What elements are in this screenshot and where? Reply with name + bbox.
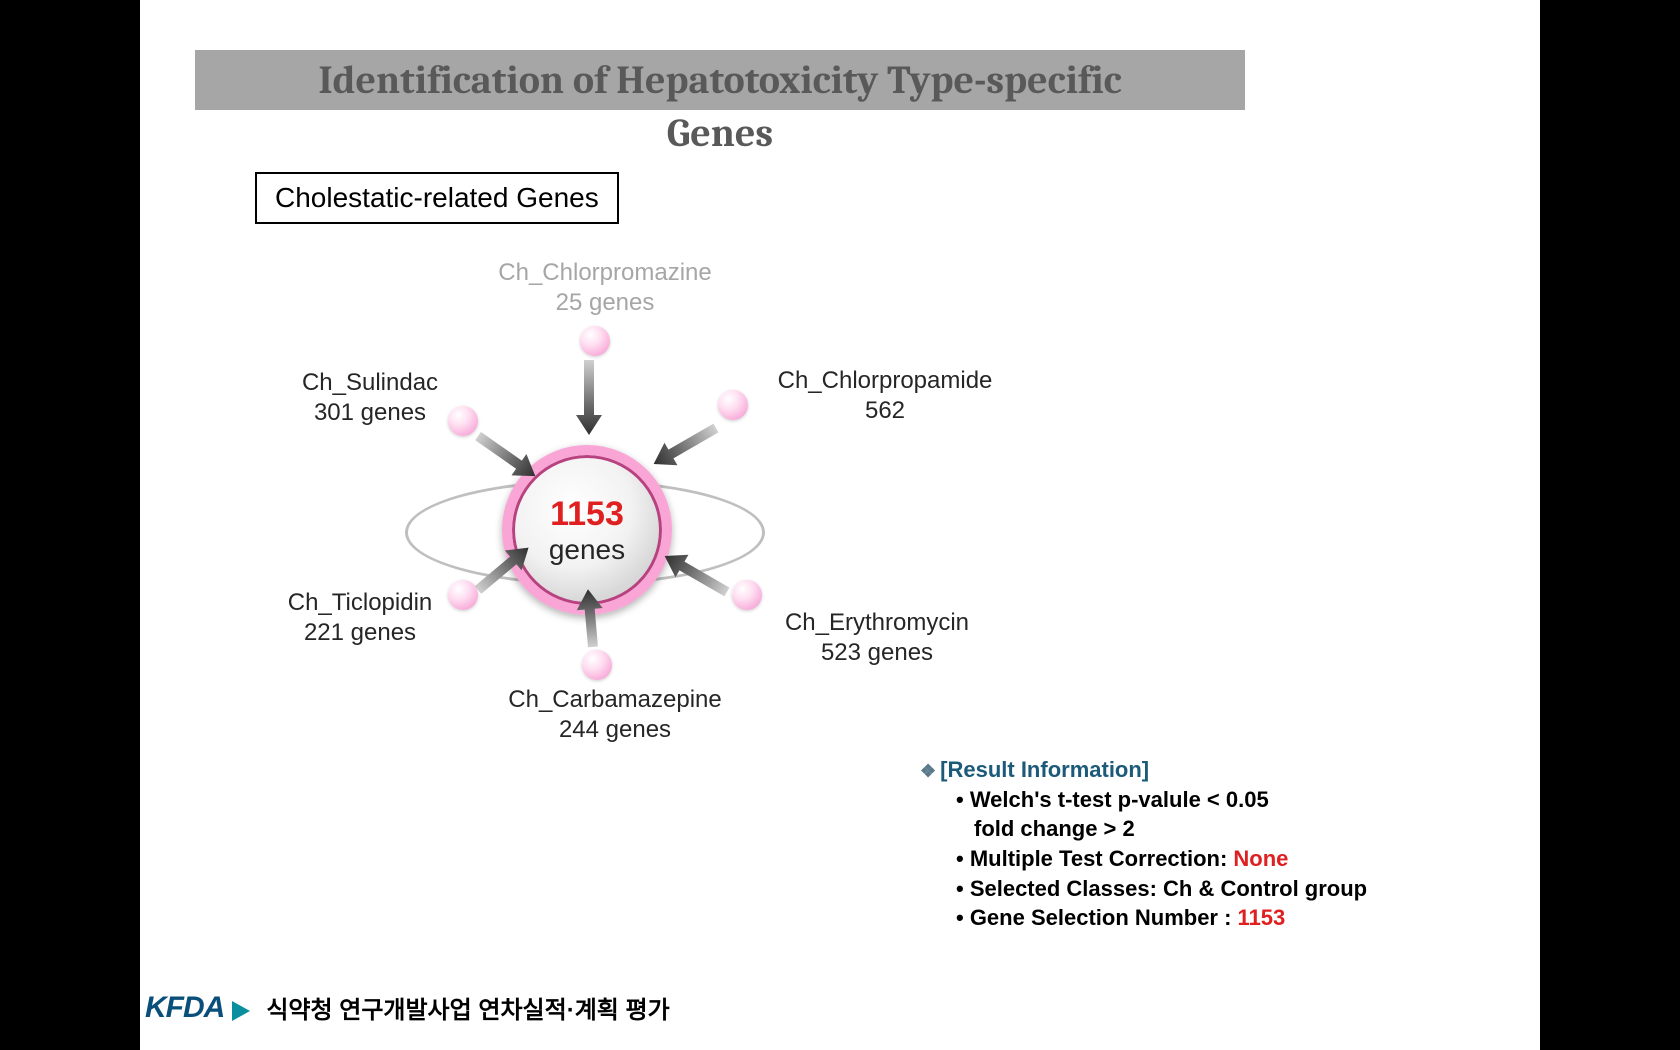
node-label-chlorpropamide: Ch_Chlorpropamide562: [760, 366, 1010, 426]
node-label-sulindac: Ch_Sulindac301 genes: [280, 368, 460, 428]
title-line2: Genes: [195, 110, 1245, 156]
arrow-icon: [574, 588, 607, 648]
arrow-icon: [575, 360, 603, 435]
node-label-chlorpromazine: Ch_Chlorpromazine25 genes: [490, 258, 720, 318]
diagram: 1153 genes Ch_Chlorpromazine25 genes Ch_…: [200, 250, 1060, 790]
kfda-logo: KFDA: [145, 991, 250, 1025]
node-dot-ticlopidin: [448, 580, 478, 610]
title-line1: Identification of Hepatotoxicity Type-sp…: [318, 57, 1121, 103]
node-dot-chlorpropamide: [718, 390, 748, 420]
slide: Identification of Hepatotoxicity Type-sp…: [140, 0, 1540, 1050]
info-title: ❖[Result Information]: [920, 755, 1367, 785]
subtitle-box: Cholestatic-related Genes: [255, 172, 619, 224]
info-line-0: • Welch's t-test p-valule < 0.05: [920, 785, 1367, 815]
node-label-ticlopidin: Ch_Ticlopidin221 genes: [270, 588, 450, 648]
center-number: 1153: [550, 495, 624, 534]
footer-text: 식약청 연구개발사업 연차실적·계획 평가: [266, 990, 669, 1025]
result-info: ❖[Result Information] • Welch's t-test p…: [920, 755, 1367, 933]
info-line-3: • Selected Classes: Ch & Control group: [920, 874, 1367, 904]
info-line-4: • Gene Selection Number : 1153: [920, 903, 1367, 933]
footer: KFDA 식약청 연구개발사업 연차실적·계획 평가: [140, 990, 670, 1025]
node-dot-erythromycin: [732, 580, 762, 610]
node-label-erythromycin: Ch_Erythromycin523 genes: [762, 608, 992, 668]
node-label-carbamazepine: Ch_Carbamazepine244 genes: [490, 685, 740, 745]
node-dot-carbamazepine: [582, 650, 612, 680]
info-line-1: fold change > 2: [920, 814, 1367, 844]
arrow-icon: [470, 425, 543, 488]
node-dot-chlorpromazine: [580, 326, 610, 356]
arrow-icon: [647, 416, 723, 476]
title-bar: Identification of Hepatotoxicity Type-sp…: [195, 50, 1245, 110]
info-line-2: • Multiple Test Correction: None: [920, 844, 1367, 874]
diamond-icon: ❖: [920, 761, 936, 781]
center-label: genes: [549, 534, 625, 566]
